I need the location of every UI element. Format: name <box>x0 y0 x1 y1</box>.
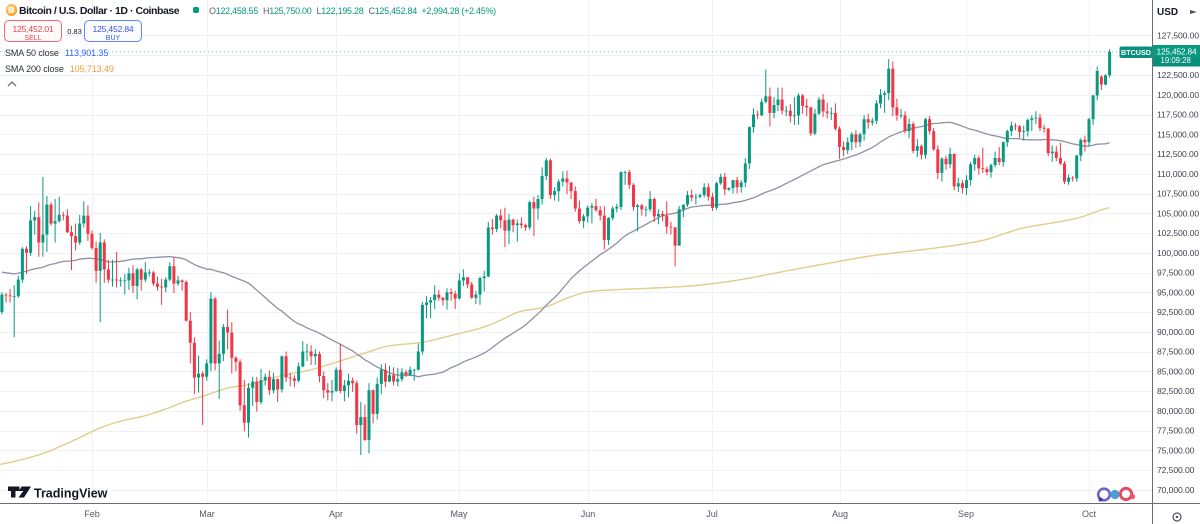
svg-text:117,500.00: 117,500.00 <box>1157 110 1199 120</box>
svg-text:115,000.00: 115,000.00 <box>1157 129 1199 139</box>
svg-text:127,500.00: 127,500.00 <box>1157 31 1199 41</box>
svg-text:Aug: Aug <box>832 509 848 519</box>
svg-text:Mar: Mar <box>199 509 215 519</box>
svg-text:70,000.00: 70,000.00 <box>1157 485 1195 495</box>
svg-text:85,000.00: 85,000.00 <box>1157 366 1195 376</box>
svg-text:75,000.00: 75,000.00 <box>1157 445 1195 455</box>
svg-text:BTCUSD: BTCUSD <box>1121 48 1151 57</box>
svg-text:112,500.00: 112,500.00 <box>1157 149 1199 159</box>
svg-text:100,000.00: 100,000.00 <box>1157 248 1199 258</box>
svg-text:May: May <box>450 509 468 519</box>
svg-text:120,000.00: 120,000.00 <box>1157 90 1199 100</box>
svg-text:USD: USD <box>1157 7 1178 18</box>
svg-text:87,500.00: 87,500.00 <box>1157 347 1195 357</box>
svg-text:80,000.00: 80,000.00 <box>1157 406 1195 416</box>
svg-text:97,500.00: 97,500.00 <box>1157 268 1195 278</box>
svg-text:102,500.00: 102,500.00 <box>1157 228 1199 238</box>
svg-text:Apr: Apr <box>329 509 343 519</box>
svg-text:122,500.00: 122,500.00 <box>1157 70 1199 80</box>
svg-text:125,452.84: 125,452.84 <box>1157 47 1197 57</box>
svg-text:Sep: Sep <box>958 509 974 519</box>
svg-text:105,000.00: 105,000.00 <box>1157 208 1199 218</box>
svg-text:82,500.00: 82,500.00 <box>1157 386 1195 396</box>
svg-text:107,500.00: 107,500.00 <box>1157 189 1199 199</box>
svg-text:TradingView: TradingView <box>34 487 108 501</box>
svg-text:Feb: Feb <box>84 509 100 519</box>
svg-text:19:09:28: 19:09:28 <box>1161 56 1191 65</box>
svg-text:Oct: Oct <box>1082 509 1097 519</box>
svg-text:77,500.00: 77,500.00 <box>1157 426 1195 436</box>
svg-text:90,000.00: 90,000.00 <box>1157 327 1195 337</box>
svg-text:Jul: Jul <box>706 509 718 519</box>
svg-text:110,000.00: 110,000.00 <box>1157 169 1199 179</box>
svg-text:95,000.00: 95,000.00 <box>1157 287 1195 297</box>
svg-text:Jun: Jun <box>581 509 596 519</box>
svg-text:92,500.00: 92,500.00 <box>1157 307 1195 317</box>
svg-text:72,500.00: 72,500.00 <box>1157 465 1195 475</box>
